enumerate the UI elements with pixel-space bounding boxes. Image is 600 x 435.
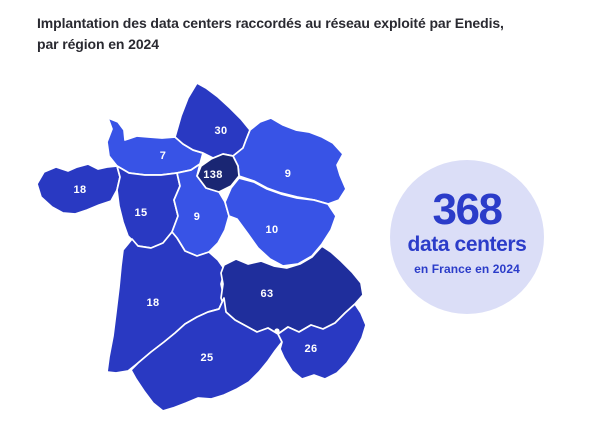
total-count: 368 [432,184,503,234]
region-value-normandie: 7 [160,150,167,162]
region-provence-alpes-cote-d-azur [277,303,367,380]
region-value-ile-de-france: 138 [203,169,223,181]
region-hauts-de-france [174,82,251,159]
total-sublabel: en France en 2024 [414,262,520,277]
page-title-line-2: par région en 2024 [37,36,159,52]
region-value-grand-est: 9 [285,168,292,180]
region-value-pays-de-la-loire: 15 [134,207,147,219]
page-title-line-1: Implantation des data centers raccordés … [37,15,504,31]
region-value-nouvelle-aquitaine: 18 [146,297,159,309]
total-label: data centers [407,232,527,256]
region-value-centre-val-de-loire: 9 [194,211,201,223]
region-value-hauts-de-france: 30 [214,125,227,137]
region-value-provence-alpes-cote-d-azur: 26 [304,343,317,355]
region-value-occitanie: 25 [200,352,213,364]
region-occitanie [130,297,283,412]
region-value-bourgogne-franche-comte: 10 [265,224,278,236]
region-value-bretagne: 18 [73,184,86,196]
region-ile-de-france [196,153,240,193]
region-value-auvergne-rhone-alpes: 63 [260,288,273,300]
total-badge-content: 368 data centers en France en 2024 [407,184,527,277]
region-grand-est [232,117,347,205]
total-badge: 368 data centers en France en 2024 [390,160,544,314]
page-title: Implantation des data centers raccordés … [37,13,582,55]
france-choropleth-map: 30 7 138 9 18 15 9 10 18 63 25 26 [36,82,367,412]
city-dot [274,328,280,334]
